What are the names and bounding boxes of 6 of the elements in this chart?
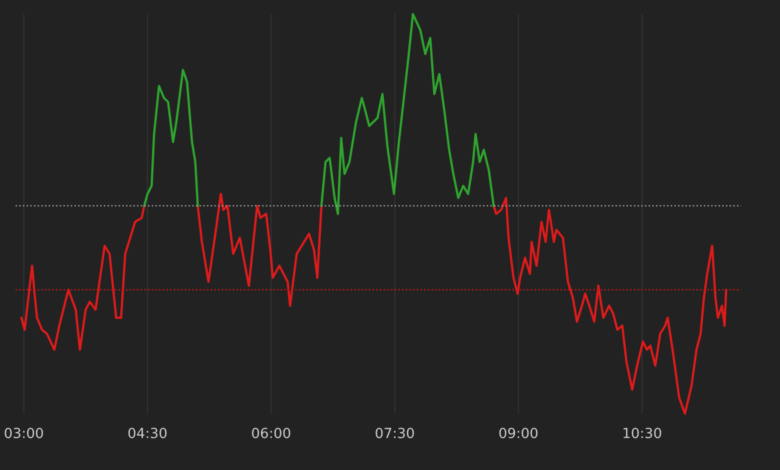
x-tick-label: 06:00 bbox=[252, 428, 290, 438]
x-tick-label: 04:30 bbox=[128, 428, 167, 438]
x-tick-label: 09:00 bbox=[499, 428, 538, 438]
x-tick-label: 07:30 bbox=[376, 428, 414, 438]
x-tick-label: 03:00 bbox=[4, 428, 43, 438]
x-tick-label: 10:30 bbox=[624, 428, 662, 438]
